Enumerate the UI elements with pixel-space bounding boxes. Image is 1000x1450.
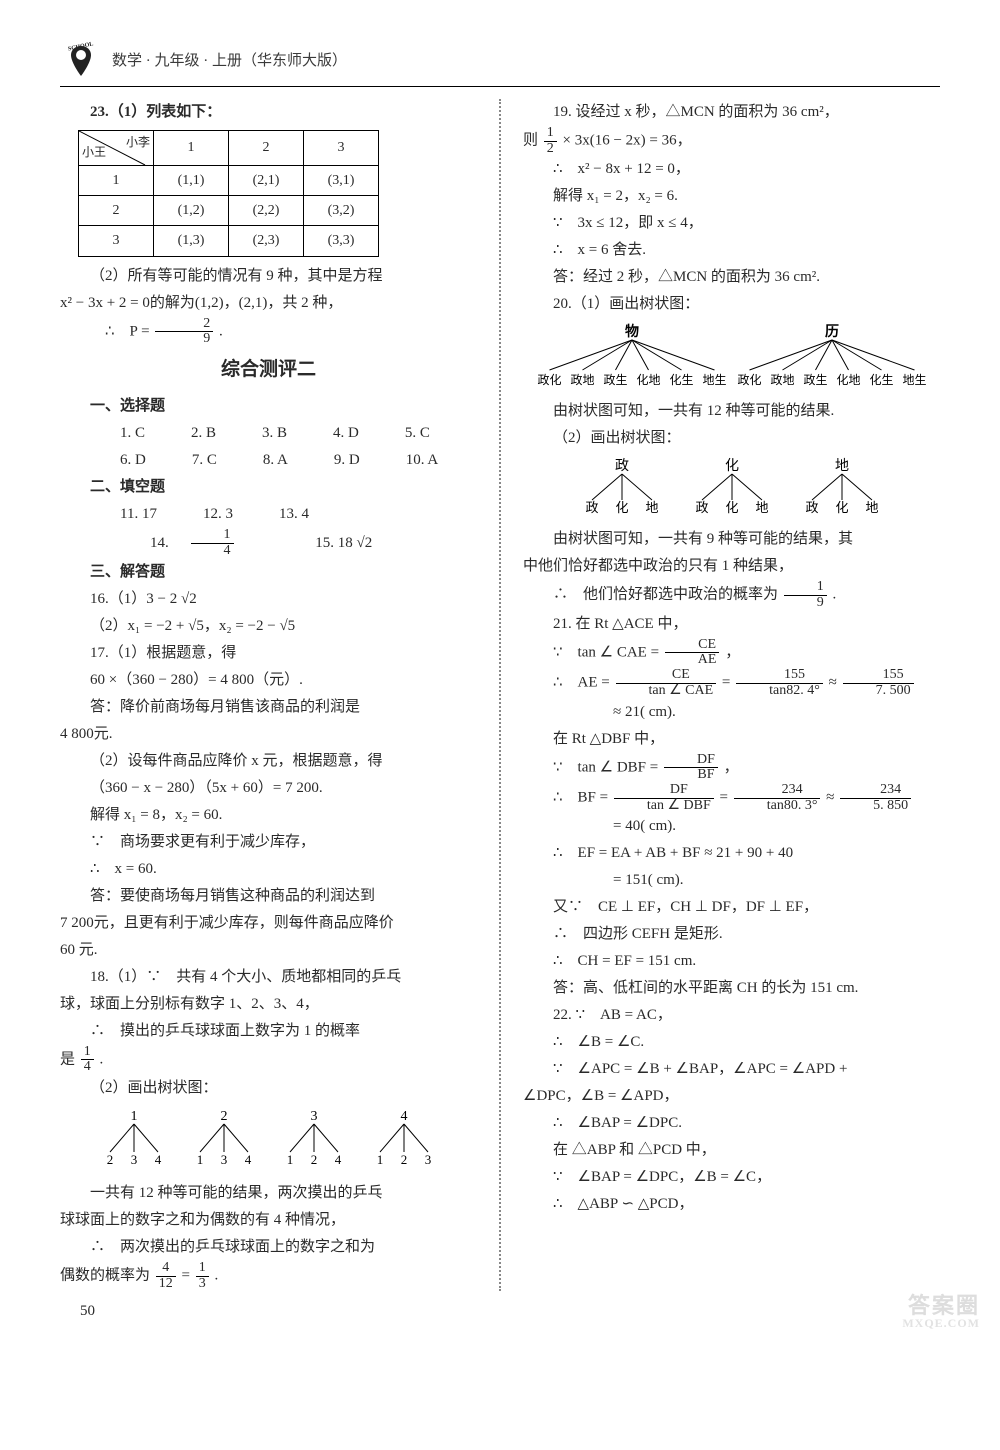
svg-text:1: 1 [196, 1152, 203, 1167]
svg-text:地生: 地生 [902, 373, 926, 387]
q23-intro: 23.（1）列表如下： [60, 99, 477, 126]
q23-2a: （2）所有等可能的情况有 9 种，其中是方程 [60, 263, 477, 290]
section-mc: 一、选择题 [60, 393, 477, 420]
svg-text:2: 2 [310, 1152, 317, 1167]
svg-text:政: 政 [585, 500, 598, 515]
svg-text:3: 3 [310, 1109, 317, 1124]
svg-text:政生: 政生 [803, 373, 827, 387]
svg-text:政: 政 [615, 458, 629, 474]
svg-text:3: 3 [424, 1152, 431, 1167]
svg-text:政地: 政地 [570, 373, 594, 387]
fb-line1: 11. 1712. 313. 4 [60, 501, 477, 528]
svg-text:化: 化 [725, 500, 738, 515]
svg-text:化: 化 [725, 458, 739, 474]
tree-diagram-2: 物政化政地政生化地化生地生历政化政地政生化地化生地生 [527, 322, 937, 394]
section-fb: 二、填空题 [60, 474, 477, 501]
q20e: ∴ 他们恰好都选中政治的概率为 19 . [523, 580, 940, 610]
q21f: ∴ BF = DFtan ∠ DBF = 234tan80. 3° ≈ 2345… [523, 783, 940, 813]
q18-b2: 是 14 . [60, 1045, 477, 1075]
page-number: 50 [80, 1298, 95, 1325]
svg-text:化生: 化生 [669, 373, 693, 387]
svg-text:政地: 政地 [770, 373, 794, 387]
col-head: 2 [229, 131, 304, 166]
svg-text:化: 化 [835, 500, 848, 515]
header-subject: 数学 · 九年级 · 上册（华东师大版） [112, 48, 940, 75]
svg-text:地: 地 [645, 500, 658, 515]
svg-text:2: 2 [400, 1152, 407, 1167]
q18-e2: 偶数的概率为 412 = 13 . [60, 1261, 477, 1291]
left-column: 23.（1）列表如下： 小王 小李 1 2 3 1 (1,1) (2,1) [60, 99, 477, 1291]
svg-text:4: 4 [400, 1109, 407, 1124]
fb-line2: 14. 14 15. 18 √2 [60, 528, 477, 558]
svg-text:化地: 化地 [636, 373, 660, 387]
tree-diagram-1: 1 2 3 4 2 1 3 4 3 1 2 4 4 1 2 3 [89, 1106, 449, 1176]
svg-text:2: 2 [106, 1152, 113, 1167]
svg-text:政: 政 [695, 500, 708, 515]
svg-text:地: 地 [835, 458, 849, 474]
mc-line1: 1. C2. B3. B4. D5. C [60, 420, 477, 447]
right-column: 19. 设经过 x 秒，△MCN 的面积为 36 cm²， 则 12 × 3x(… [523, 99, 940, 1291]
svg-text:化地: 化地 [836, 373, 860, 387]
tree-diagram-3: 政政化地化政化地地政化地 [567, 456, 897, 522]
svg-text:政生: 政生 [603, 373, 627, 387]
svg-text:2: 2 [220, 1109, 227, 1124]
test-title: 综合测评二 [60, 353, 477, 387]
svg-text:政化: 政化 [537, 373, 561, 387]
section-ans: 三、解答题 [60, 559, 477, 586]
watermark: 答案圈 MXQE.COM [902, 1295, 980, 1329]
page-header: SCHOOL 数学 · 九年级 · 上册（华东师大版） [60, 40, 940, 87]
svg-text:地: 地 [755, 500, 768, 515]
svg-text:4: 4 [154, 1152, 161, 1167]
q19b: 则 12 × 3x(16 − 2x) = 36， [523, 126, 940, 156]
svg-text:4: 4 [244, 1152, 251, 1167]
q23-table: 小王 小李 1 2 3 1 (1,1) (2,1) (3,1) 2 (1,2) … [78, 130, 379, 257]
svg-text:政: 政 [805, 500, 818, 515]
svg-text:物: 物 [625, 323, 639, 340]
q23-2b: x² − 3x + 2 = 0的解为(1,2)，(2,1)，共 2 种， [60, 290, 477, 317]
diag-cell: 小王 小李 [79, 131, 154, 166]
mc-line2: 6. D7. C8. A9. D10. A [60, 447, 477, 474]
svg-text:化: 化 [615, 500, 628, 515]
svg-text:化生: 化生 [869, 373, 893, 387]
svg-text:3: 3 [130, 1152, 137, 1167]
col-head: 1 [154, 131, 229, 166]
q21c: ∴ AE = CEtan ∠ CAE = 155tan82. 4° ≈ 1557… [523, 668, 940, 698]
svg-text:地: 地 [865, 500, 878, 515]
svg-text:3: 3 [220, 1152, 227, 1167]
svg-text:4: 4 [334, 1152, 341, 1167]
q23-2c: ∴ P = 29 . [60, 317, 477, 347]
svg-text:政化: 政化 [737, 373, 761, 387]
school-logo-icon: SCHOOL [60, 40, 102, 82]
q21e: ∵ tan ∠ DBF = DFBF ， [523, 753, 940, 783]
q21b: ∵ tan ∠ CAE = CEAE ， [523, 638, 940, 668]
svg-text:1: 1 [376, 1152, 383, 1167]
column-divider [499, 99, 501, 1291]
col-head: 3 [304, 131, 379, 166]
svg-text:1: 1 [130, 1109, 137, 1124]
svg-text:历: 历 [825, 324, 839, 340]
svg-text:地生: 地生 [702, 373, 726, 387]
svg-text:1: 1 [286, 1152, 293, 1167]
